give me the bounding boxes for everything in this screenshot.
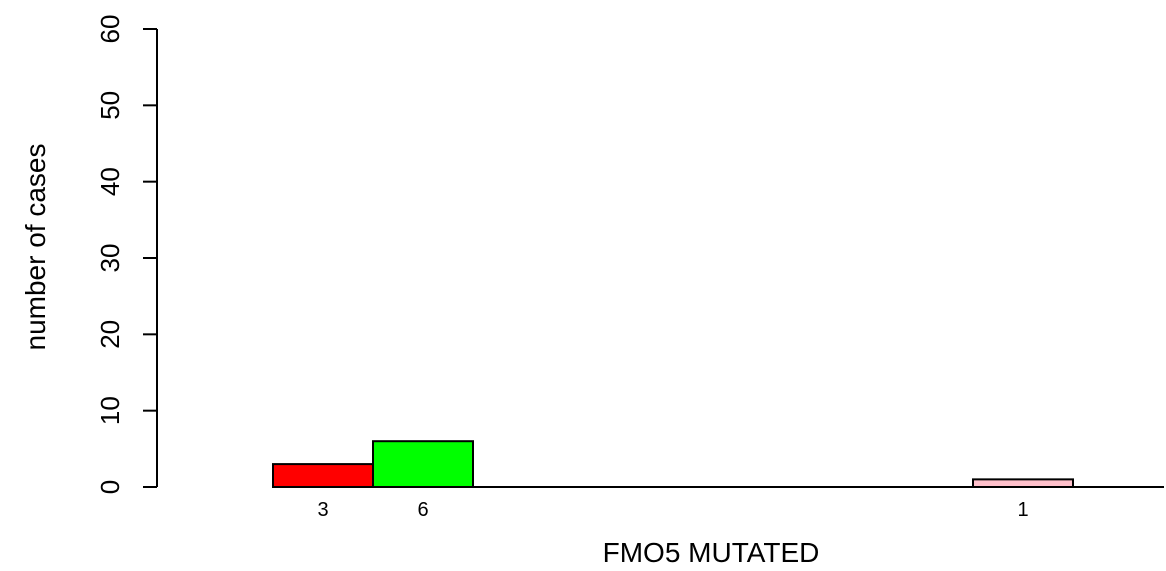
- y-tick-label: 10: [95, 396, 125, 425]
- bar: [972, 478, 1074, 489]
- bar: [272, 463, 374, 489]
- bar: [372, 440, 474, 489]
- y-tick-label: 0: [95, 480, 125, 494]
- y-tick-label: 20: [95, 320, 125, 349]
- y-axis: 0 10 20 30 40 50 60: [95, 15, 158, 494]
- data-labels: 3 6 1: [317, 499, 1028, 521]
- bar-value-label: 3: [317, 499, 328, 521]
- y-tick-label: 30: [95, 244, 125, 273]
- y-axis-title: number of cases: [20, 144, 51, 351]
- bar-value-label: 6: [417, 499, 428, 521]
- bars: [272, 440, 1074, 489]
- y-tick-label: 60: [95, 15, 125, 44]
- y-tick-label: 40: [95, 167, 125, 196]
- bar-value-label: 1: [1017, 499, 1028, 521]
- y-tick-label: 50: [95, 91, 125, 120]
- x-axis-title: FMO5 MUTATED: [603, 537, 820, 568]
